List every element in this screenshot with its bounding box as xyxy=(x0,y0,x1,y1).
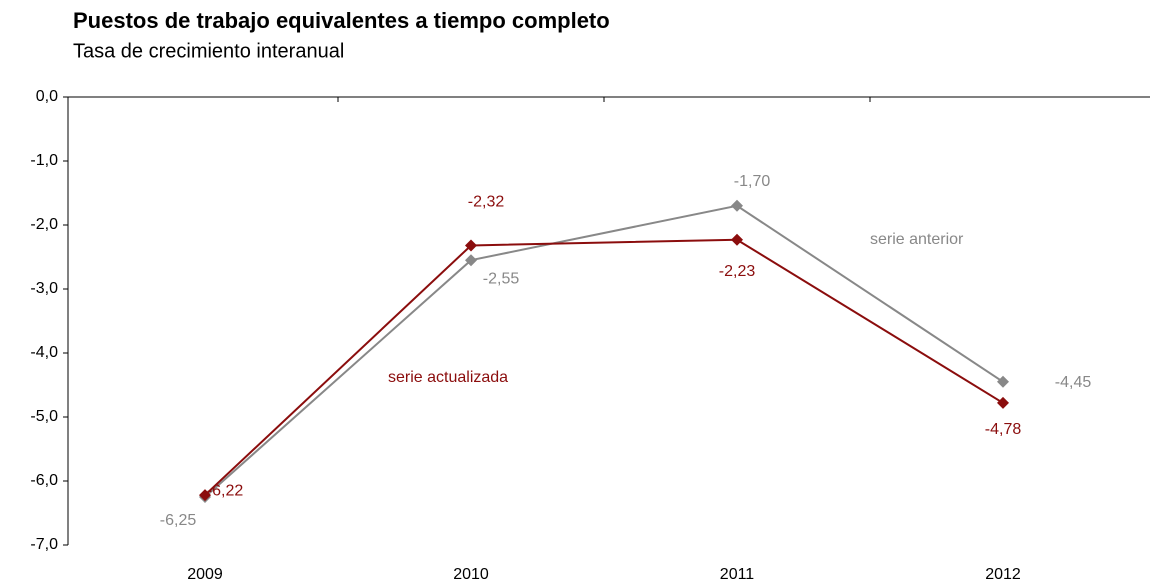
y-tick-label: 0,0 xyxy=(36,88,58,105)
y-tick-label: -7,0 xyxy=(30,536,58,553)
data-label: -2,23 xyxy=(719,263,756,280)
x-tick-label: 2009 xyxy=(187,566,223,582)
x-tick-label: 2011 xyxy=(720,566,755,582)
data-label: -6,25 xyxy=(160,512,197,529)
data-label: -2,32 xyxy=(468,194,505,211)
data-label: -4,78 xyxy=(985,421,1022,438)
data-point xyxy=(465,239,477,252)
data-point xyxy=(997,396,1009,409)
x-tick-label: 2010 xyxy=(453,566,489,582)
data-point xyxy=(731,199,743,212)
data-point xyxy=(465,254,477,267)
data-point xyxy=(199,489,211,502)
data-point xyxy=(997,375,1009,388)
data-label: -6,22 xyxy=(207,482,244,499)
chart-title: Puestos de trabajo equivalentes a tiempo… xyxy=(73,8,610,33)
y-tick-label: -1,0 xyxy=(30,152,58,169)
chart-subtitle: Tasa de crecimiento interanual xyxy=(73,40,344,62)
series-line xyxy=(204,204,1004,498)
y-tick-label: -4,0 xyxy=(30,344,58,361)
series-line xyxy=(204,238,1004,496)
y-tick-label: -5,0 xyxy=(30,408,58,425)
y-tick-label: -2,0 xyxy=(30,216,58,233)
data-label: -4,45 xyxy=(1055,374,1092,391)
y-tick-label: -3,0 xyxy=(30,280,58,297)
data-point xyxy=(731,233,743,246)
series-label: serie anterior xyxy=(870,231,964,248)
y-tick-label: -6,0 xyxy=(30,472,58,489)
data-label: -1,70 xyxy=(734,173,771,190)
x-tick-label: 2012 xyxy=(985,566,1021,582)
series-label: serie actualizada xyxy=(388,369,508,386)
data-label: -2,55 xyxy=(483,270,520,287)
